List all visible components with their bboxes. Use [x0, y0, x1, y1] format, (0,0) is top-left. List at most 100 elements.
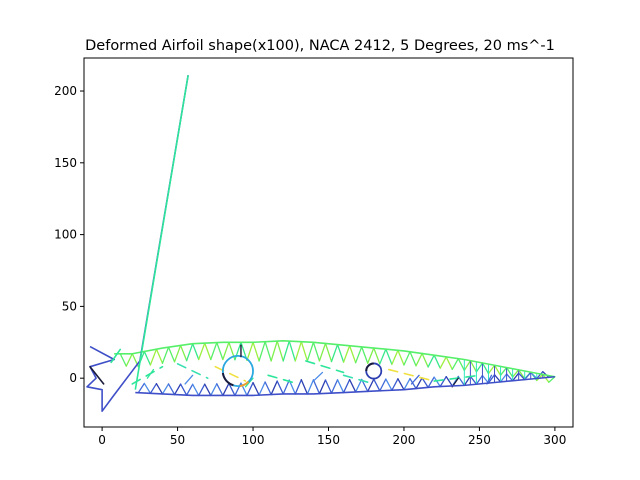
upper-truss-member — [276, 340, 284, 362]
upper-truss-member — [409, 351, 417, 367]
lower-truss-member — [185, 383, 194, 396]
lower-truss-member — [469, 375, 478, 385]
lower-truss-member — [379, 378, 387, 392]
upper-truss-member — [264, 341, 272, 362]
upper-truss-member — [391, 349, 399, 366]
upper-truss-member — [385, 348, 393, 366]
upper-truss-member — [294, 341, 302, 362]
upper-truss-member — [505, 366, 514, 378]
lower-truss-member — [318, 379, 327, 395]
internal-member — [184, 374, 194, 385]
upper-truss-member — [373, 347, 381, 365]
upper-truss-member — [348, 345, 357, 364]
upper-truss-member — [421, 352, 429, 368]
lower-truss-member — [246, 382, 254, 397]
x-tick-label: 0 — [98, 433, 106, 447]
x-tick-label: 300 — [543, 433, 566, 447]
lower-truss-member — [355, 378, 363, 393]
upper-truss-member — [355, 346, 363, 364]
lower-truss-member — [433, 376, 441, 388]
rear-spar-circle-arc — [365, 362, 374, 372]
lower-truss-member — [530, 371, 538, 380]
chart-title: Deformed Airfoil shape(x100), NACA 2412,… — [85, 38, 555, 54]
mast-strut — [134, 75, 189, 390]
y-tick-label: 50 — [62, 299, 77, 313]
upper-truss-member — [143, 350, 152, 366]
upper-truss-member — [427, 354, 435, 368]
lower-truss-member — [493, 374, 502, 383]
lower-truss-member — [324, 379, 333, 394]
upper-truss-member — [469, 360, 478, 373]
upper-truss-member — [445, 356, 453, 370]
upper-truss-member — [433, 354, 441, 369]
lower-truss-member — [306, 379, 315, 395]
lower-truss-member — [391, 378, 399, 391]
internal-member — [146, 368, 155, 379]
plot-area — [86, 75, 556, 413]
lower-truss-member — [294, 379, 302, 395]
upper-truss-member — [397, 349, 405, 366]
lower-truss-member — [192, 383, 200, 397]
y-tick-label: 0 — [69, 371, 77, 385]
internal-dashed-member — [214, 365, 247, 382]
lower-truss-member — [312, 379, 321, 395]
upper-truss-member — [481, 362, 490, 375]
lower-truss-member — [252, 382, 260, 396]
upper-truss-member — [318, 342, 327, 362]
lower-truss-member — [167, 383, 176, 396]
lower-truss-member — [421, 377, 429, 389]
lower-truss-member — [487, 374, 496, 384]
lower-truss-member — [228, 382, 236, 397]
upper-truss-member — [270, 340, 278, 362]
spar-circle-arc — [239, 380, 250, 388]
upper-truss-member — [216, 341, 224, 361]
upper-truss-member — [179, 344, 188, 362]
lower-truss-member — [258, 381, 266, 396]
y-tick-label: 100 — [54, 228, 77, 242]
internal-dashed-member — [342, 374, 375, 385]
lower-truss-member — [385, 378, 393, 391]
upper-truss-member — [288, 340, 296, 362]
upper-truss-member — [324, 342, 333, 363]
upper-truss-member — [306, 341, 315, 362]
leading-edge-structure — [86, 75, 189, 413]
upper-truss-member — [475, 362, 484, 373]
lower-truss-member — [409, 378, 417, 390]
lower-truss-member — [276, 380, 284, 395]
lower-truss-member — [505, 373, 514, 382]
upper-truss-member — [342, 345, 351, 363]
lower-truss-member — [342, 378, 351, 394]
lower-truss-member — [427, 376, 435, 389]
upper-truss-member — [300, 341, 309, 362]
upper-truss-member — [198, 342, 206, 361]
lower-truss-member — [161, 383, 170, 395]
lower-truss-member — [143, 382, 152, 394]
upper-truss-member — [457, 358, 465, 372]
lower-truss-member — [173, 383, 182, 396]
internal-member — [244, 377, 254, 388]
upper-truss-member — [518, 369, 526, 380]
upper-truss-member — [258, 341, 266, 362]
upper-truss-member — [487, 364, 496, 375]
upper-truss-member — [367, 347, 375, 364]
lower-truss-member — [155, 383, 164, 395]
x-tick-label: 250 — [468, 433, 491, 447]
spar-circle-arc — [221, 372, 234, 387]
upper-truss-member — [282, 340, 290, 362]
internal-dashed-member — [433, 374, 481, 382]
lower-truss-member — [179, 383, 188, 396]
upper-truss-member — [161, 346, 170, 364]
lower-truss-member — [210, 383, 218, 397]
lower-truss-member — [518, 372, 526, 381]
upper-truss-member — [451, 358, 459, 370]
lower-truss-member — [270, 380, 278, 396]
lower-truss-member — [282, 379, 290, 395]
lower-skin — [135, 375, 555, 397]
lower-truss-member — [536, 371, 544, 380]
lower-truss-member — [222, 382, 230, 397]
lower-truss-member — [524, 371, 532, 381]
upper-truss-member — [361, 346, 369, 364]
lower-truss-member — [403, 378, 411, 391]
lower-truss-member — [367, 378, 375, 393]
